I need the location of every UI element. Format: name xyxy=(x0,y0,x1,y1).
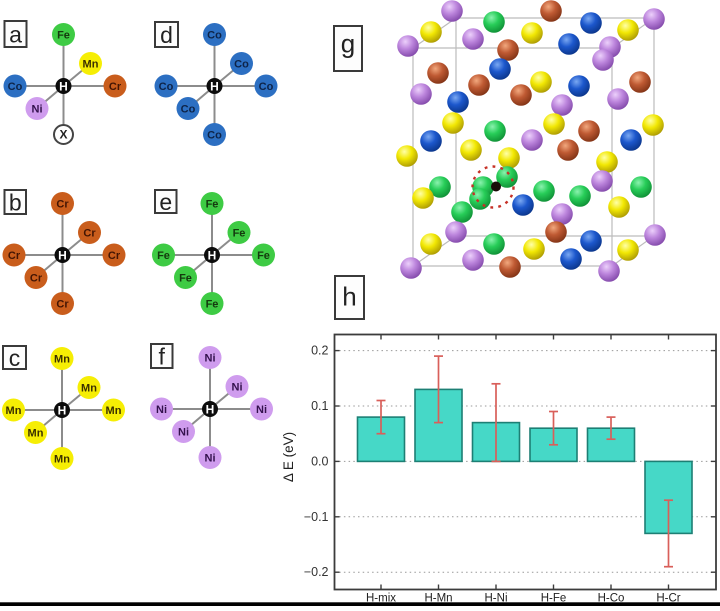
svg-text:H-mix: H-mix xyxy=(366,593,396,605)
svg-text:Cr: Cr xyxy=(8,250,21,262)
svg-text:Ni: Ni xyxy=(156,404,167,416)
svg-text:Cr: Cr xyxy=(30,272,43,284)
svg-text:h: h xyxy=(342,282,356,312)
svg-text:0.2: 0.2 xyxy=(311,344,328,358)
svg-text:0.0: 0.0 xyxy=(311,454,328,468)
svg-text:Ni: Ni xyxy=(256,404,267,416)
svg-text:H: H xyxy=(208,248,217,262)
svg-text:a: a xyxy=(9,21,22,47)
svg-text:Mn: Mn xyxy=(28,427,44,439)
svg-text:H-Mn: H-Mn xyxy=(424,593,452,605)
svg-text:H-Cr: H-Cr xyxy=(656,593,680,605)
svg-text:Co: Co xyxy=(159,81,174,93)
svg-text:f: f xyxy=(159,343,166,369)
svg-text:Δ E (eV): Δ E (eV) xyxy=(281,432,296,482)
svg-text:Mn: Mn xyxy=(83,58,99,70)
svg-text:Cr: Cr xyxy=(109,81,122,93)
svg-text:Mn: Mn xyxy=(54,353,70,365)
svg-text:Cr: Cr xyxy=(108,250,121,262)
svg-text:Ni: Ni xyxy=(205,452,216,464)
svg-text:g: g xyxy=(341,29,355,59)
svg-text:H-Ni: H-Ni xyxy=(485,593,508,605)
svg-text:H: H xyxy=(210,79,219,93)
svg-text:Cr: Cr xyxy=(56,298,69,310)
svg-text:Cr: Cr xyxy=(56,198,69,210)
svg-text:c: c xyxy=(9,345,21,371)
svg-text:Fe: Fe xyxy=(257,250,270,262)
svg-text:Mn: Mn xyxy=(6,405,22,417)
svg-text:Co: Co xyxy=(234,58,249,70)
svg-text:H: H xyxy=(58,403,67,417)
svg-text:0.1: 0.1 xyxy=(311,399,328,413)
svg-text:Co: Co xyxy=(8,81,23,93)
svg-text:Co: Co xyxy=(207,129,222,141)
svg-text:d: d xyxy=(160,22,173,48)
svg-text:Ni: Ni xyxy=(32,103,43,115)
svg-text:H-Co: H-Co xyxy=(598,593,625,605)
svg-text:H-Fe: H-Fe xyxy=(541,593,567,605)
svg-text:Cr: Cr xyxy=(83,227,96,239)
svg-text:Fe: Fe xyxy=(206,198,219,210)
svg-text:Ni: Ni xyxy=(178,426,189,438)
svg-text:X: X xyxy=(59,128,67,142)
svg-text:b: b xyxy=(9,189,22,215)
svg-text:Ni: Ni xyxy=(232,381,243,393)
svg-text:Co: Co xyxy=(181,103,196,115)
svg-text:Co: Co xyxy=(259,81,274,93)
svg-text:Fe: Fe xyxy=(179,272,192,284)
svg-text:H: H xyxy=(59,79,68,93)
svg-text:H: H xyxy=(58,248,67,262)
svg-text:Mn: Mn xyxy=(54,453,70,465)
svg-text:−0.2: −0.2 xyxy=(304,565,329,579)
svg-text:Ni: Ni xyxy=(205,352,216,364)
svg-text:Co: Co xyxy=(207,29,222,41)
svg-text:Mn: Mn xyxy=(81,382,97,394)
svg-text:Fe: Fe xyxy=(57,29,70,41)
svg-text:e: e xyxy=(159,189,172,215)
svg-text:H: H xyxy=(206,402,215,416)
svg-text:Fe: Fe xyxy=(206,298,219,310)
svg-text:Fe: Fe xyxy=(157,250,170,262)
svg-text:−0.1: −0.1 xyxy=(304,510,329,524)
svg-text:Fe: Fe xyxy=(233,227,246,239)
svg-text:Mn: Mn xyxy=(106,405,122,417)
